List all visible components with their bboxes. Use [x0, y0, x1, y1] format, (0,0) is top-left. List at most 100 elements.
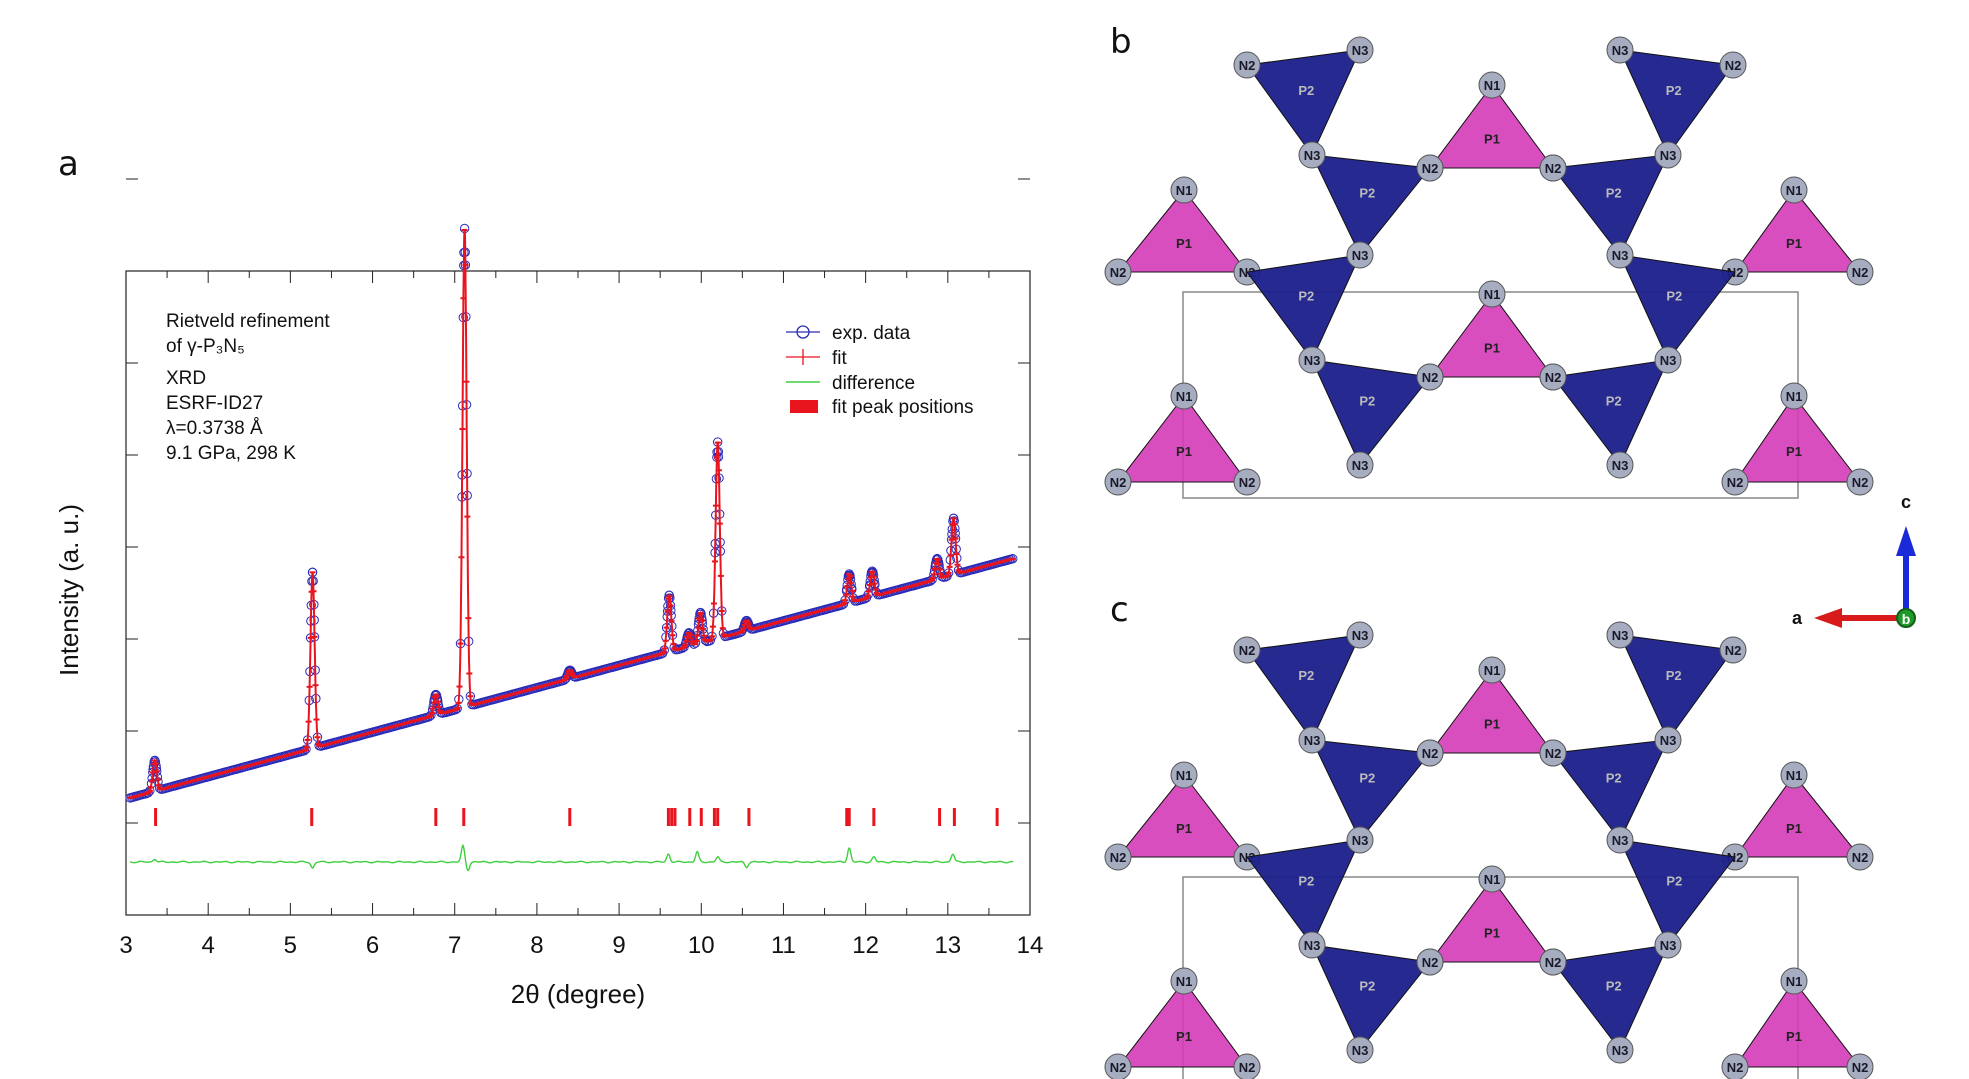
atom-n3 — [1606, 36, 1634, 64]
p2-tetrahedron — [1552, 359, 1669, 466]
peak-position-mark — [154, 808, 158, 826]
annotation-line: ESRF-ID27 — [166, 393, 263, 414]
atom-label: P2 — [1666, 289, 1682, 304]
atom-n3 — [1298, 346, 1326, 374]
atom-n3 — [1606, 826, 1634, 854]
panel-label-a: a — [58, 144, 79, 184]
atom-label: N2 — [1852, 1060, 1869, 1075]
atom-label: N3 — [1612, 833, 1629, 848]
atom-label: N3 — [1612, 1043, 1629, 1058]
atom-label: N1 — [1176, 974, 1193, 989]
atom-n2 — [1539, 363, 1567, 391]
p2-tetrahedron — [1552, 739, 1669, 841]
atom-n2 — [1721, 468, 1749, 496]
peak-position-mark — [670, 808, 674, 826]
x-tick-label: 4 — [202, 932, 215, 959]
atom-label: N2 — [1852, 850, 1869, 865]
atom-label: N2 — [1545, 955, 1562, 970]
exp-data-point — [301, 744, 311, 754]
atom-n1 — [1170, 967, 1198, 995]
atom-n2 — [1104, 468, 1132, 496]
atom-label: P1 — [1176, 236, 1192, 251]
atom-label: P2 — [1666, 83, 1682, 98]
atom-n1 — [1478, 71, 1506, 99]
atom-n3 — [1654, 141, 1682, 169]
atom-n2 — [1416, 154, 1444, 182]
atom-n3 — [1654, 726, 1682, 754]
atom-label: P1 — [1786, 444, 1802, 459]
legend-peaks-label: fit peak positions — [832, 397, 974, 418]
p2-tetrahedron — [1619, 254, 1736, 361]
atom-n1 — [1780, 176, 1808, 204]
legend-fit-label: fit — [832, 348, 848, 369]
atom-n3 — [1298, 726, 1326, 754]
annotation-line: of γ-P₃N₅ — [166, 336, 245, 357]
p1-tetrahedron — [1429, 84, 1554, 169]
peak-position-mark — [699, 808, 703, 826]
axis-triad: c a b — [1792, 492, 1916, 628]
atom-label: N1 — [1484, 78, 1501, 93]
atom-label: N2 — [1110, 850, 1127, 865]
atom-n2 — [1539, 739, 1567, 767]
atom-n2 — [1416, 363, 1444, 391]
annotation-line: Rietveld refinement — [166, 311, 330, 332]
x-tick-label: 8 — [530, 932, 543, 959]
p1-tetrahedron — [1734, 189, 1862, 273]
x-tick-label: 9 — [612, 932, 625, 959]
atom-n1 — [1170, 176, 1198, 204]
p1-tetrahedron — [1116, 395, 1248, 483]
peak-position-mark — [747, 808, 751, 826]
atom-label: N1 — [1484, 287, 1501, 302]
atom-n3 — [1346, 1036, 1374, 1064]
x-tick-label: 5 — [284, 932, 297, 959]
atom-label: N3 — [1352, 1043, 1369, 1058]
annotation-line: XRD — [166, 368, 206, 389]
atom-label: N2 — [1422, 370, 1439, 385]
atom-label: N3 — [1660, 148, 1677, 163]
atom-n3 — [1606, 621, 1634, 649]
peak-position-mark — [938, 808, 942, 826]
atom-label: P1 — [1176, 444, 1192, 459]
atom-label: N1 — [1176, 183, 1193, 198]
exp-data-point — [452, 703, 462, 714]
atom-label: N2 — [1852, 265, 1869, 280]
x-tick-label: 10 — [688, 932, 715, 959]
atom-label: N3 — [1612, 458, 1629, 473]
b-axis-label: b — [1902, 611, 1911, 627]
atom-label: N3 — [1304, 733, 1321, 748]
atom-label: N1 — [1176, 389, 1193, 404]
exp-data-point — [867, 566, 877, 576]
atom-n2 — [1846, 468, 1874, 496]
atom-n2 — [1416, 948, 1444, 976]
exp-data-point — [426, 710, 436, 720]
a-axis-arrow-head — [1814, 608, 1842, 628]
atom-n1 — [1478, 280, 1506, 308]
p2-tetrahedron — [1246, 839, 1361, 946]
atom-n3 — [1298, 141, 1326, 169]
atom-label: N2 — [1110, 265, 1127, 280]
atom-n3 — [1606, 451, 1634, 479]
annotation-line: 9.1 GPa, 298 K — [166, 443, 296, 464]
p2-tetrahedron — [1619, 49, 1734, 156]
atom-n2 — [1104, 843, 1132, 871]
peak-position-mark — [716, 808, 720, 826]
atom-label: N2 — [1239, 475, 1256, 490]
atom-label: N2 — [1422, 161, 1439, 176]
atom-label: N1 — [1786, 183, 1803, 198]
atom-n1 — [1780, 761, 1808, 789]
atom-n3 — [1346, 826, 1374, 854]
atom-label: P1 — [1786, 821, 1802, 836]
p1-tetrahedron — [1734, 395, 1862, 483]
p2-tetrahedron — [1246, 49, 1361, 156]
p2-tetrahedron — [1311, 944, 1431, 1051]
y-axis-label: Intensity (a. u.) — [54, 504, 84, 676]
peak-position-mark — [712, 808, 716, 826]
p1-tetrahedron — [1429, 669, 1554, 754]
atom-n1 — [1170, 761, 1198, 789]
atom-label: N3 — [1660, 733, 1677, 748]
panel-label-c: c — [1110, 590, 1129, 630]
atom-n3 — [1654, 346, 1682, 374]
atom-label: P1 — [1484, 132, 1500, 147]
panel-label-b: b — [1110, 22, 1132, 62]
atom-n2 — [1721, 1053, 1749, 1079]
